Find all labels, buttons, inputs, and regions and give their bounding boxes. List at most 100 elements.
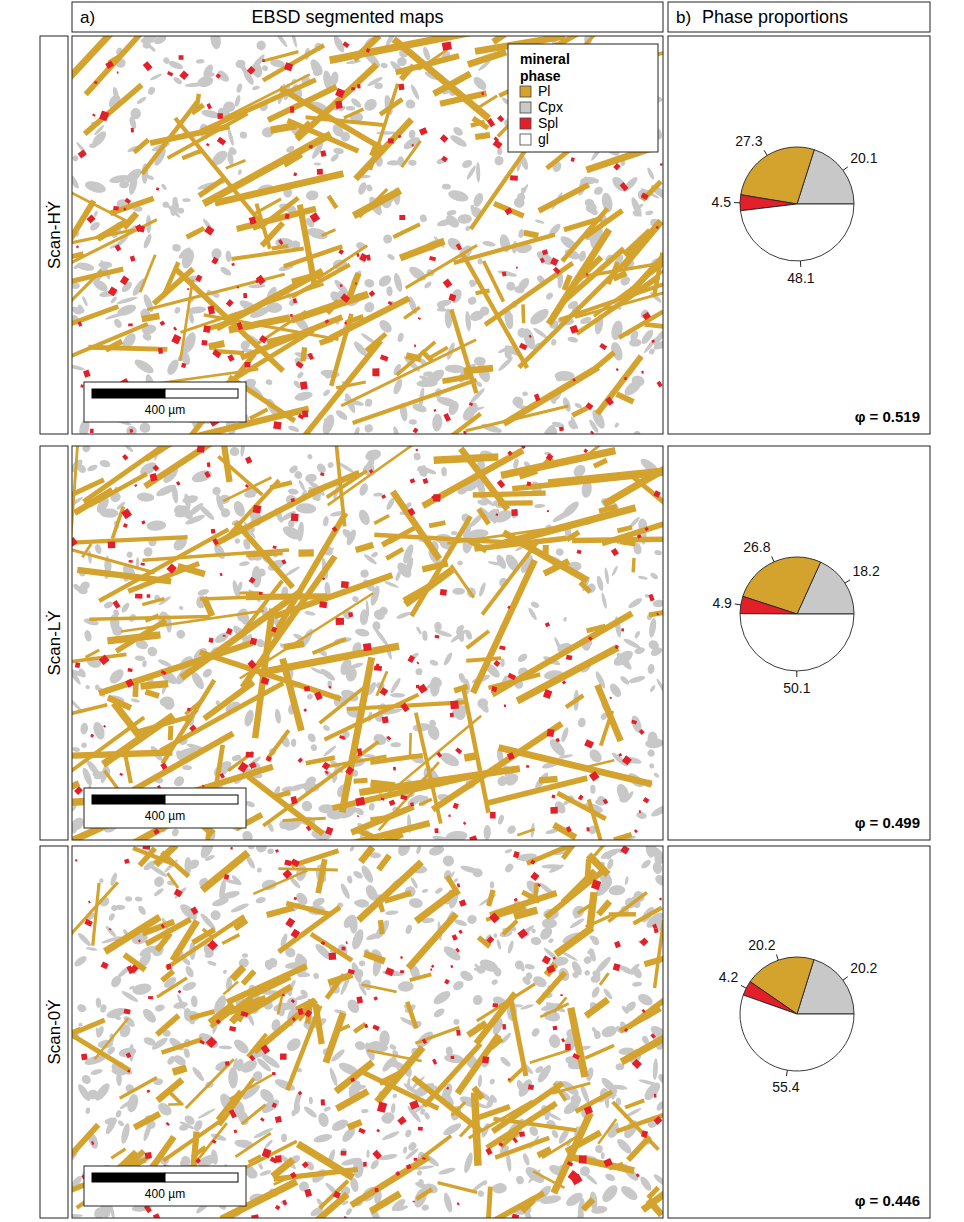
map-spl-grain (400, 703, 409, 713)
map-spl-grain (281, 559, 286, 564)
map-cpx-grain (638, 575, 648, 580)
map-cpx-grain (72, 305, 83, 316)
map-pl-lath (72, 266, 124, 286)
map-cpx-grain (110, 614, 120, 632)
map-spl-grain (418, 317, 421, 320)
map-pl-lath (85, 649, 100, 659)
map-spl-grain (112, 600, 120, 609)
map-cpx-grain (627, 596, 643, 609)
map-cpx-grain (403, 1146, 408, 1154)
map-spl-grain (416, 662, 419, 665)
map-cpx-grain (441, 854, 456, 869)
map-pl-lath (463, 365, 493, 375)
map-pl-lath (180, 588, 304, 680)
map-pl-lath (375, 671, 388, 697)
map-cpx-grain (305, 473, 318, 483)
map-cpx-grain (381, 1130, 400, 1142)
map-cpx-grain (261, 64, 269, 72)
map-cpx-grain (592, 185, 604, 197)
scale-bar-white (165, 795, 238, 804)
map-cpx-grain (653, 772, 660, 779)
map-cpx-grain (201, 63, 215, 80)
map-pl-lath (400, 140, 421, 168)
map-spl-grain (487, 118, 495, 127)
map-cpx-grain (511, 509, 518, 519)
map-spl-grain (355, 282, 357, 285)
map-cpx-grain (446, 209, 457, 217)
map-cpx-grain (185, 82, 206, 88)
map-pl-lath (202, 131, 333, 207)
map-spl-grain (207, 462, 211, 467)
map-cpx-grain (359, 568, 370, 579)
map-pl-lath (341, 338, 477, 407)
map-spl-grain (493, 660, 500, 667)
map-spl-grain (526, 765, 529, 768)
map-pl-lath (652, 252, 663, 296)
map-cpx-grain (329, 153, 339, 163)
map-pl-lath (358, 188, 388, 218)
map-cpx-grain (95, 1025, 105, 1038)
row-label: Scan-0Ẏ (45, 999, 64, 1064)
map-spl-grain (158, 348, 163, 354)
map-spl-grain (226, 628, 233, 635)
map-pl-lath (467, 49, 507, 68)
map-spl-grain (641, 371, 644, 374)
map-pl-lath (433, 453, 498, 464)
map-cpx-grain (419, 213, 428, 223)
map-cpx-grain (601, 1152, 605, 1159)
map-spl-grain (547, 729, 555, 737)
map-cpx-grain (370, 551, 378, 559)
map-spl-grain (588, 636, 593, 641)
map-spl-grain (367, 255, 371, 261)
map-cpx-grain (483, 825, 491, 840)
map-pl-lath (141, 313, 160, 322)
map-cpx-grain (379, 1153, 398, 1162)
map-spl-grain (545, 622, 550, 627)
map-spl-grain (272, 545, 276, 549)
map-spl-grain (616, 368, 619, 371)
map-spl-grain (256, 275, 266, 285)
map-spl-grain (481, 92, 484, 95)
map-cpx-grain (178, 605, 184, 610)
map-cpx-grain (93, 210, 99, 217)
map-cpx-grain (395, 571, 402, 582)
map-cpx-grain (504, 862, 515, 874)
map-pl-lath (610, 253, 663, 311)
map-spl-grain (123, 523, 128, 528)
map-cpx-grain (415, 668, 423, 676)
map-pl-lath (473, 491, 546, 498)
map-spl-grain (415, 449, 418, 452)
map-cpx-grain (211, 485, 222, 496)
map-cpx-grain (227, 128, 236, 146)
map-cpx-grain (431, 988, 452, 1006)
map-spl-grain (249, 762, 257, 769)
map-cpx-grain (190, 468, 213, 485)
map-cpx-grain (83, 179, 107, 195)
map-spl-grain (551, 795, 555, 799)
map-cpx-grain (472, 994, 484, 1006)
map-pl-lath (77, 567, 172, 585)
map-cpx-grain (222, 969, 228, 975)
map-pl-lath (227, 751, 254, 772)
map-cpx-grain (132, 357, 155, 376)
map-pl-lath (353, 778, 367, 784)
map-spl-grain (344, 738, 346, 740)
map-pl-lath (617, 525, 633, 533)
map-spl-grain (217, 137, 226, 146)
map-cpx-grain (215, 494, 226, 513)
map-spl-grain (197, 446, 205, 453)
map-spl-grain (325, 826, 333, 835)
map-cpx-grain (116, 302, 138, 318)
map-spl-grain (325, 319, 330, 324)
map-cpx-grain (147, 36, 155, 43)
map-cpx-grain (239, 131, 247, 139)
map-pl-lath (270, 122, 297, 134)
map-spl-grain (212, 349, 221, 358)
map-pl-lath (598, 504, 617, 514)
map-cpx-grain (296, 371, 304, 380)
map-spl-grain (413, 427, 419, 433)
map-spl-grain (566, 655, 573, 661)
map-cpx-grain (219, 265, 233, 277)
map-spl-grain (387, 736, 392, 741)
map-cpx-grain (110, 296, 118, 305)
